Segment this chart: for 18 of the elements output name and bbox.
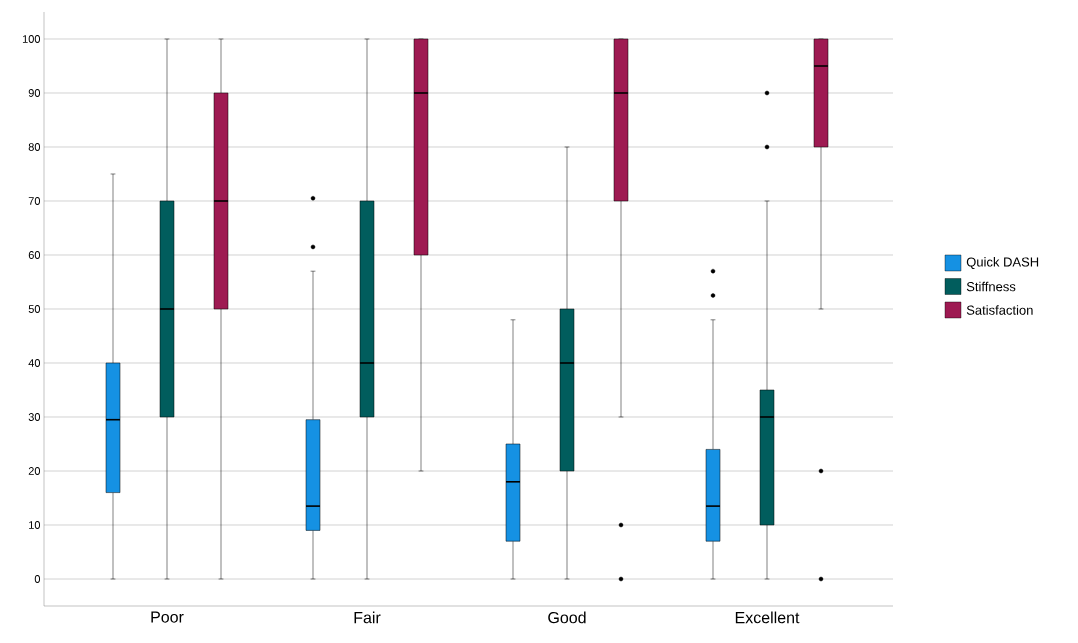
y-tick-label: 30 bbox=[28, 413, 41, 421]
y-tick-label: 10 bbox=[29, 521, 41, 529]
y-tick-label: 0 bbox=[34, 575, 41, 583]
legend-label: Stiffness bbox=[966, 281, 1016, 292]
x-tick-label: Excellent bbox=[735, 611, 800, 624]
y-tick-label: 50 bbox=[28, 305, 41, 313]
y-tick-label: 90 bbox=[28, 89, 41, 97]
y-tick-label: 40 bbox=[28, 359, 41, 367]
legend-label: Satisfaction bbox=[966, 305, 1033, 315]
y-tick-label: 60 bbox=[28, 251, 41, 259]
x-tick-label: Poor bbox=[151, 611, 184, 623]
y-tick-label: 80 bbox=[28, 143, 41, 151]
x-tick-label: Good bbox=[548, 611, 586, 624]
legend-label: Quick DASH bbox=[966, 257, 1039, 269]
y-tick-label: 100 bbox=[22, 35, 41, 43]
x-tick-label: Fair bbox=[354, 611, 381, 624]
y-tick-label: 70 bbox=[28, 197, 41, 205]
y-tick-label: 20 bbox=[28, 467, 41, 475]
